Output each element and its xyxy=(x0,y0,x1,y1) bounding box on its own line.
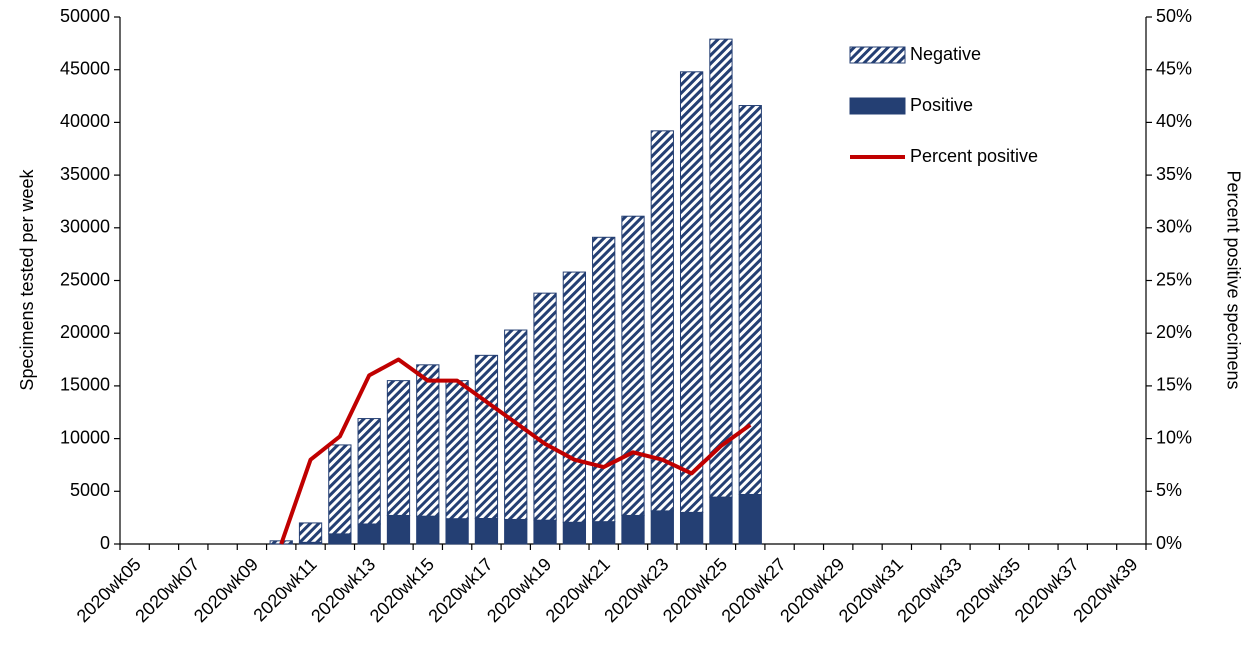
bar xyxy=(386,380,411,516)
bar xyxy=(679,71,704,513)
bar xyxy=(562,271,587,523)
bar xyxy=(445,380,469,520)
legend-label: Negative xyxy=(910,44,981,64)
bar xyxy=(621,514,645,545)
y-tick-label: 35000 xyxy=(60,164,110,184)
legend-label: Percent positive xyxy=(910,146,1038,166)
legend-swatch xyxy=(849,97,906,115)
bar xyxy=(416,364,440,517)
legend-swatch xyxy=(849,46,906,64)
legend-label: Positive xyxy=(910,95,973,115)
y-tick-label: 15000 xyxy=(60,375,110,395)
y2-tick-label: 10% xyxy=(1156,427,1192,447)
x-tick-label: 2020wk09 xyxy=(190,554,262,626)
bar xyxy=(709,38,733,498)
y-tick-label: 40000 xyxy=(60,111,110,131)
bar xyxy=(504,518,528,545)
y2-tick-label: 35% xyxy=(1156,164,1192,184)
bar xyxy=(738,105,762,495)
y2-axis-label: Percent positive specimens xyxy=(1223,170,1243,389)
bar xyxy=(650,510,674,545)
y-tick-label: 25000 xyxy=(60,269,110,289)
bar xyxy=(474,354,499,519)
y-tick-label: 45000 xyxy=(60,58,110,78)
bar xyxy=(474,517,499,545)
y2-tick-label: 20% xyxy=(1156,322,1192,342)
y2-tick-label: 5% xyxy=(1156,480,1182,500)
y-tick-label: 0 xyxy=(100,533,110,553)
bar xyxy=(298,522,323,543)
bar xyxy=(445,518,469,545)
y-tick-label: 10000 xyxy=(60,427,110,447)
bar xyxy=(650,130,674,512)
bar xyxy=(386,514,411,545)
bar xyxy=(709,496,733,545)
bar xyxy=(592,521,616,545)
bar xyxy=(357,523,381,545)
bar xyxy=(328,533,352,545)
y-tick-label: 5000 xyxy=(70,480,110,500)
y-tick-label: 20000 xyxy=(60,322,110,342)
bar xyxy=(621,215,645,516)
y2-tick-label: 25% xyxy=(1156,269,1192,289)
y-tick-label: 30000 xyxy=(60,217,110,237)
bar xyxy=(562,521,587,545)
bar xyxy=(357,418,381,525)
y2-tick-label: 50% xyxy=(1156,6,1192,26)
y2-tick-label: 0% xyxy=(1156,533,1182,553)
bar xyxy=(738,493,762,545)
bar xyxy=(533,292,557,521)
bar xyxy=(592,236,616,523)
bar xyxy=(533,519,557,545)
bar xyxy=(328,444,352,535)
x-tick-label: 2020wk39 xyxy=(1069,554,1141,626)
bar xyxy=(679,511,704,545)
y2-tick-label: 30% xyxy=(1156,217,1192,237)
y-axis-label: Specimens tested per week xyxy=(17,168,37,390)
y2-tick-label: 45% xyxy=(1156,58,1192,78)
y2-tick-label: 15% xyxy=(1156,375,1192,395)
bar xyxy=(416,515,440,545)
y2-tick-label: 40% xyxy=(1156,111,1192,131)
line xyxy=(279,357,752,545)
y-tick-label: 50000 xyxy=(60,6,110,26)
